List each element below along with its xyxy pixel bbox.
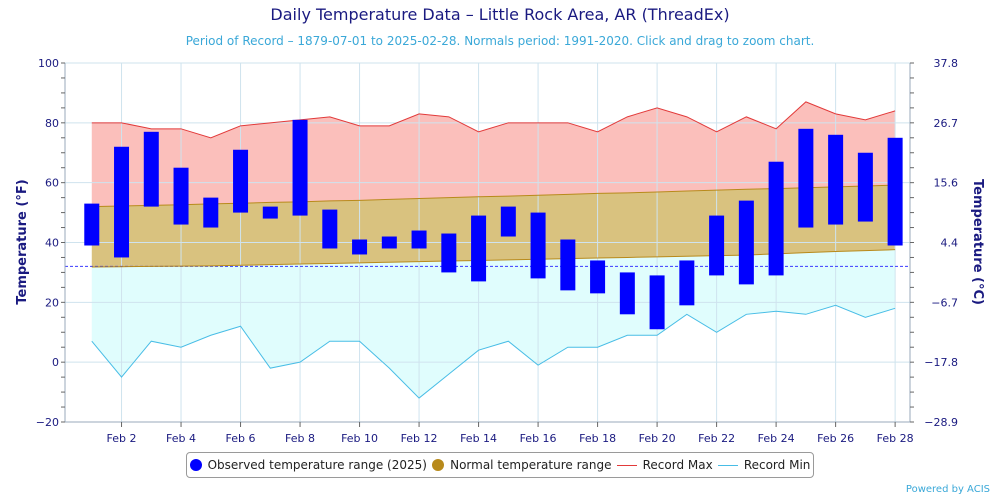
y-tick-label: 40 [45, 237, 59, 250]
observed-bar-2 [114, 146, 130, 258]
y-tick-label: 60 [45, 177, 59, 190]
observed-bar-8 [292, 119, 308, 216]
x-tick-label: Feb 8 [285, 432, 315, 445]
legend-item-observed[interactable]: Observed temperature range (2025) [189, 458, 427, 472]
legend-normal-label: Normal temperature range [450, 458, 612, 472]
observed-bar-28 [887, 137, 903, 246]
observed-bar-6 [233, 149, 249, 213]
observed-bar-23 [738, 200, 754, 285]
observed-bar-22 [709, 215, 725, 276]
observed-bar-10 [352, 239, 368, 255]
observed-bar-15 [500, 206, 516, 237]
x-tick-label: Feb 20 [639, 432, 676, 445]
legend-record-min-label: Record Min [743, 458, 811, 472]
legend-observed-label: Observed temperature range (2025) [207, 458, 427, 472]
legend-item-record-max[interactable]: Record Max [616, 458, 713, 472]
x-tick-label: Feb 22 [698, 432, 735, 445]
observed-bar-24 [768, 161, 784, 276]
x-tick-label: Feb 16 [520, 432, 557, 445]
observed-bar-19 [619, 272, 635, 315]
observed-bar-27 [857, 152, 873, 222]
observed-bar-13 [441, 233, 457, 273]
observed-bar-9 [322, 209, 338, 249]
y2-axis-label: Temperature (°C) [970, 179, 985, 305]
legend-record-max-swatch [616, 464, 637, 466]
x-tick-label: Feb 26 [817, 432, 854, 445]
y2-tick-label: −6.7 [931, 296, 958, 309]
normal-high-line [91, 184, 896, 208]
legend-record-min-swatch [717, 464, 738, 466]
y-tick-label: 20 [45, 296, 59, 309]
legend-item-record-min[interactable]: Record Min [717, 458, 811, 472]
observed-bar-21 [679, 260, 695, 306]
chart-title: Daily Temperature Data – Little Rock Are… [270, 5, 730, 24]
observed-bar-3 [143, 131, 159, 207]
y2-tick-label: −28.9 [924, 416, 958, 429]
observed-bar-18 [590, 260, 606, 294]
y2-tick-label: 26.7 [934, 117, 959, 130]
y-tick-label: 0 [52, 356, 59, 369]
observed-bar-25 [798, 128, 814, 228]
x-tick-label: Feb 14 [460, 432, 497, 445]
y2-tick-label: 37.8 [934, 57, 959, 70]
chart-legend: Observed temperature range (2025) Normal… [186, 452, 814, 478]
observed-bar-20 [649, 275, 665, 330]
observed-bar-12 [411, 230, 427, 249]
y2-tick-label: 15.6 [934, 177, 959, 190]
x-tick-label: Feb 2 [107, 432, 137, 445]
record-max-line [91, 101, 896, 139]
credit-text: Powered by ACIS [905, 484, 990, 495]
y-tick-label: −20 [36, 416, 59, 429]
x-tick-label: Feb 10 [341, 432, 378, 445]
record-min-line [91, 304, 896, 399]
x-tick-label: Feb 24 [758, 432, 795, 445]
observed-bar-1 [84, 203, 100, 246]
chart-subtitle: Period of Record – 1879-07-01 to 2025-02… [185, 34, 815, 48]
legend-item-normal[interactable]: Normal temperature range [432, 458, 611, 472]
x-tick-label: Feb 28 [877, 432, 914, 445]
observed-bar-11 [381, 236, 397, 249]
observed-bar-14 [471, 215, 487, 282]
observed-bar-17 [560, 239, 576, 291]
observed-bar-5 [203, 197, 219, 228]
y-tick-label: 80 [45, 117, 59, 130]
y2-tick-label: 4.4 [941, 237, 959, 250]
observed-bar-4 [173, 167, 189, 225]
y-tick-label: 100 [38, 57, 59, 70]
legend-record-max-label: Record Max [642, 458, 713, 472]
x-tick-label: Feb 18 [579, 432, 616, 445]
y-axis-label: Temperature (°F) [15, 179, 30, 304]
x-tick-label: Feb 6 [226, 432, 256, 445]
x-tick-label: Feb 12 [401, 432, 438, 445]
normal-low-line [91, 249, 896, 268]
observed-bar-16 [530, 212, 546, 279]
observed-bar-26 [828, 134, 844, 225]
x-tick-label: Feb 4 [166, 432, 196, 445]
legend-normal-swatch [432, 459, 445, 471]
legend-observed-swatch [189, 459, 202, 471]
y2-tick-label: −17.8 [924, 356, 958, 369]
observed-bar-7 [262, 206, 278, 219]
